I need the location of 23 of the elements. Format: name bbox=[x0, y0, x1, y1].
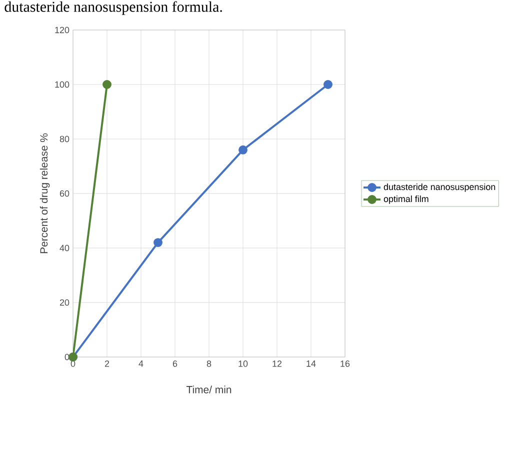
point bbox=[238, 145, 248, 154]
y-tick-label: 40 bbox=[60, 244, 70, 252]
y-tick-label: 80 bbox=[60, 136, 70, 142]
x-tick-label: 12 bbox=[272, 360, 282, 367]
y-tick-label: 100 bbox=[55, 81, 70, 88]
x-tick-label: 8 bbox=[206, 360, 212, 367]
text: dutasteride nanosuspension formula. bbox=[4, 1, 222, 15]
legend-label: dutasteride nanosuspension bbox=[384, 184, 496, 192]
y-tick-label: 60 bbox=[60, 190, 70, 197]
y-tick-label: 20 bbox=[60, 299, 70, 306]
x-tick-label: 10 bbox=[238, 360, 248, 367]
x-tick-label: 2 bbox=[104, 360, 110, 367]
x-tick-label: 14 bbox=[306, 360, 316, 367]
x-axis-title: Time/ min bbox=[186, 386, 232, 394]
point bbox=[324, 80, 332, 89]
y-tick-label: 120 bbox=[55, 26, 70, 34]
x-tick-label: 16 bbox=[340, 360, 350, 367]
point bbox=[102, 80, 112, 89]
y-axis-title: Percent of drug release % bbox=[40, 133, 50, 254]
point bbox=[154, 238, 162, 248]
legend-label: optimal film bbox=[384, 195, 428, 204]
x-tick-label: 4 bbox=[138, 360, 144, 367]
x-tick-label: 6 bbox=[172, 360, 178, 367]
